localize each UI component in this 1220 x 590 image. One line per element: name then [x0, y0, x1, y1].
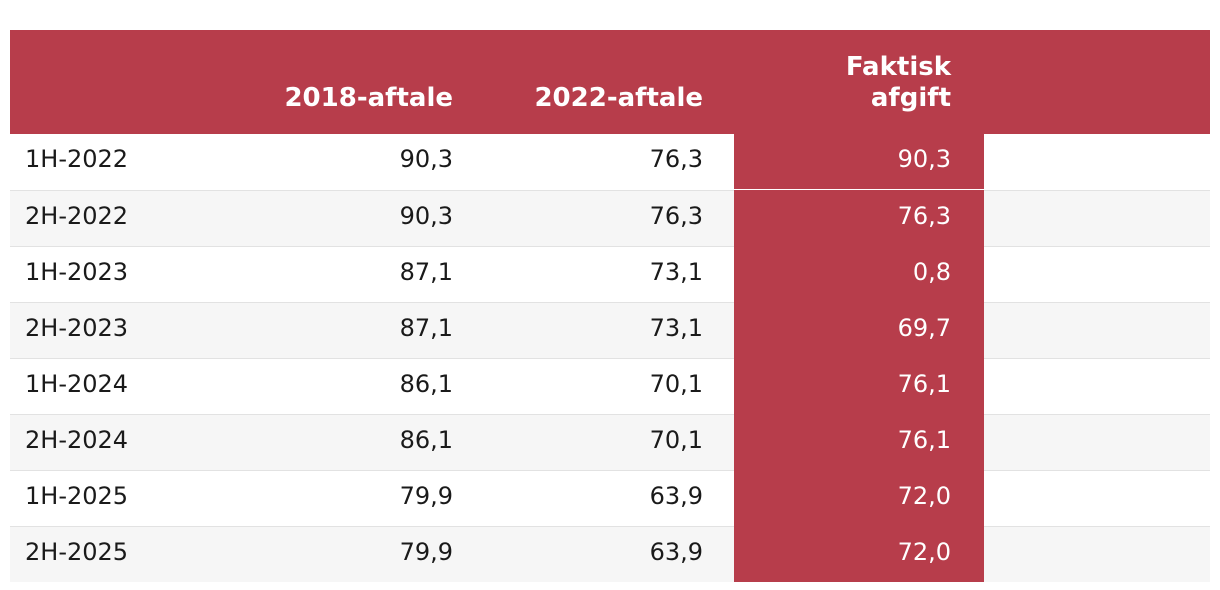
table-row: 2H-2022 90,3 76,3 76,3	[10, 190, 1210, 246]
header-faktisk-line2: afgift	[870, 83, 951, 113]
table-row: 1H-2024 86,1 70,1 76,1	[10, 358, 1210, 414]
value-2018-aftale-cell: 79,9	[399, 482, 453, 510]
value-2018-aftale-cell: 86,1	[399, 426, 453, 454]
period-cell: 2H-2023	[25, 314, 129, 342]
value-2018-aftale-cell: 87,1	[399, 258, 453, 286]
header-faktisk-afgift: Faktisk afgift	[790, 52, 951, 114]
value-2018-aftale-cell: 87,1	[399, 314, 453, 342]
value-2022-aftale-cell: 70,1	[649, 426, 703, 454]
value-2018-aftale-cell: 90,3	[399, 202, 453, 230]
value-faktisk-afgift-cell: 69,7	[734, 302, 984, 358]
period-cell: 2H-2022	[25, 202, 129, 230]
value-2022-aftale-cell: 76,3	[649, 202, 703, 230]
value-faktisk-afgift-cell: 90,3	[734, 133, 984, 189]
table-row: 2H-2024 86,1 70,1 76,1	[10, 414, 1210, 470]
value-2022-aftale-cell: 70,1	[649, 370, 703, 398]
value-2022-aftale-cell: 76,3	[649, 145, 703, 173]
value-2018-aftale-cell: 90,3	[399, 145, 453, 173]
header-faktisk-line1: Faktisk	[845, 52, 951, 82]
value-2022-aftale-cell: 63,9	[649, 538, 703, 566]
period-cell: 1H-2023	[25, 258, 129, 286]
period-cell: 1H-2024	[25, 370, 129, 398]
value-2022-aftale-cell: 73,1	[649, 314, 703, 342]
header-2018-aftale: 2018-aftale	[284, 83, 453, 113]
period-cell: 1H-2022	[25, 145, 129, 173]
value-faktisk-afgift-cell: 0,8	[734, 246, 984, 302]
table-row: 1H-2023 87,1 73,1 0,8	[10, 246, 1210, 302]
value-2022-aftale-cell: 63,9	[649, 482, 703, 510]
table-header: 2018-aftale 2022-aftale Faktisk afgift	[10, 30, 1210, 134]
period-cell: 2H-2025	[25, 538, 129, 566]
period-cell: 1H-2025	[25, 482, 129, 510]
value-2018-aftale-cell: 86,1	[399, 370, 453, 398]
value-2018-aftale-cell: 79,9	[399, 538, 453, 566]
value-faktisk-afgift-cell: 76,1	[734, 414, 984, 470]
value-faktisk-afgift-cell: 72,0	[734, 470, 984, 526]
period-cell: 2H-2024	[25, 426, 129, 454]
value-faktisk-afgift-cell: 76,3	[734, 190, 984, 246]
table-row: 1H-2022 90,3 76,3 90,3	[10, 133, 1210, 190]
value-faktisk-afgift-cell: 72,0	[734, 526, 984, 582]
value-2022-aftale-cell: 73,1	[649, 258, 703, 286]
value-faktisk-afgift-cell: 76,1	[734, 358, 984, 414]
table-row: 2H-2025 79,9 63,9 72,0	[10, 526, 1210, 582]
header-2022-aftale: 2022-aftale	[534, 83, 703, 113]
table-row: 2H-2023 87,1 73,1 69,7	[10, 302, 1210, 358]
data-table: 2018-aftale 2022-aftale Faktisk afgift 1…	[10, 30, 1210, 582]
table-body: 1H-2022 90,3 76,3 90,3 2H-2022 90,3 76,3 76,3 1H…	[10, 133, 1210, 582]
table-row: 1H-2025 79,9 63,9 72,0	[10, 470, 1210, 526]
